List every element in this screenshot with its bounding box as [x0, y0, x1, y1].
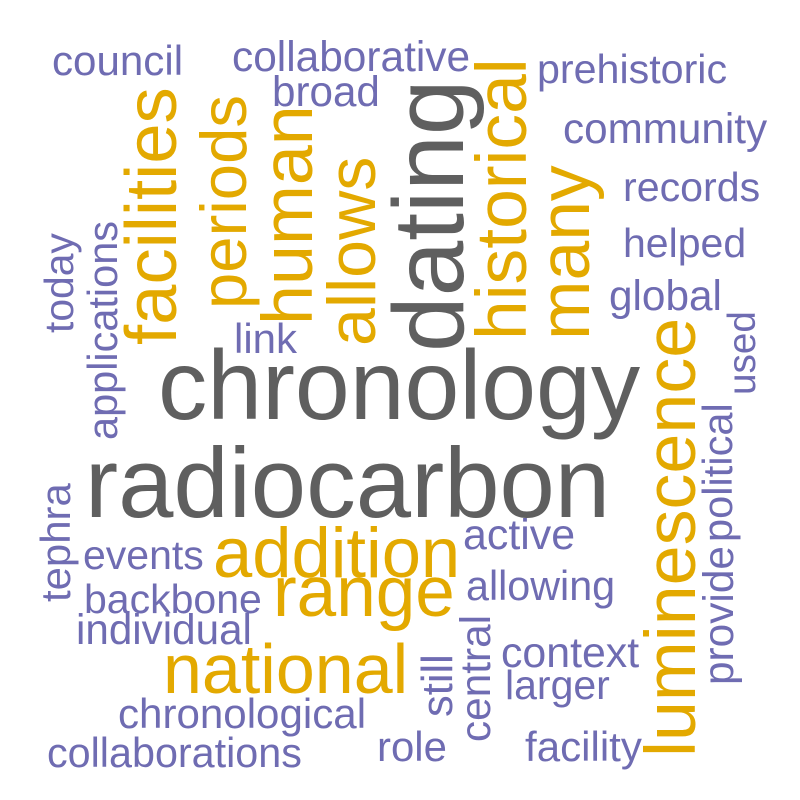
word-records: records — [623, 164, 761, 211]
word-chronology: chronology — [158, 330, 641, 441]
word-many: many — [525, 165, 606, 340]
word-community: community — [563, 105, 768, 153]
word-central: central — [452, 614, 500, 742]
word-active: active — [463, 510, 576, 559]
word-larger: larger — [505, 661, 610, 708]
word-collaborative: collaborative — [232, 33, 471, 81]
word-periods: periods — [187, 94, 261, 309]
word-political: political — [694, 403, 742, 542]
word-facilities: facilities — [110, 87, 192, 345]
word-context: context — [501, 629, 640, 678]
word-allows: allows — [314, 156, 391, 346]
word-chronological: chronological — [118, 689, 367, 737]
word-range: range — [273, 552, 455, 632]
word-addition: addition — [213, 513, 461, 593]
word-prehistoric: prehistoric — [537, 45, 728, 92]
word-individual: individual — [76, 606, 252, 654]
word-tephra: tephra — [32, 483, 80, 602]
word-applications: applications — [79, 220, 127, 440]
word-provide: provide — [695, 546, 743, 685]
word-facility: facility — [525, 722, 642, 770]
word-broad: broad — [272, 68, 380, 116]
word-backbone: backbone — [84, 576, 262, 623]
word-collaborations: collaborations — [47, 729, 302, 776]
word-global: global — [609, 271, 722, 319]
word-today: today — [36, 233, 83, 333]
word-helped: helped — [623, 220, 747, 267]
word-link: link — [234, 314, 298, 362]
word-radiocarbon: radiocarbon — [85, 428, 611, 540]
word-used: used — [721, 311, 765, 395]
word-council: council — [52, 37, 184, 85]
word-role: role — [377, 722, 447, 770]
word-allowing: allowing — [466, 563, 616, 610]
word-national: national — [163, 629, 409, 708]
word-events: events — [83, 531, 204, 578]
